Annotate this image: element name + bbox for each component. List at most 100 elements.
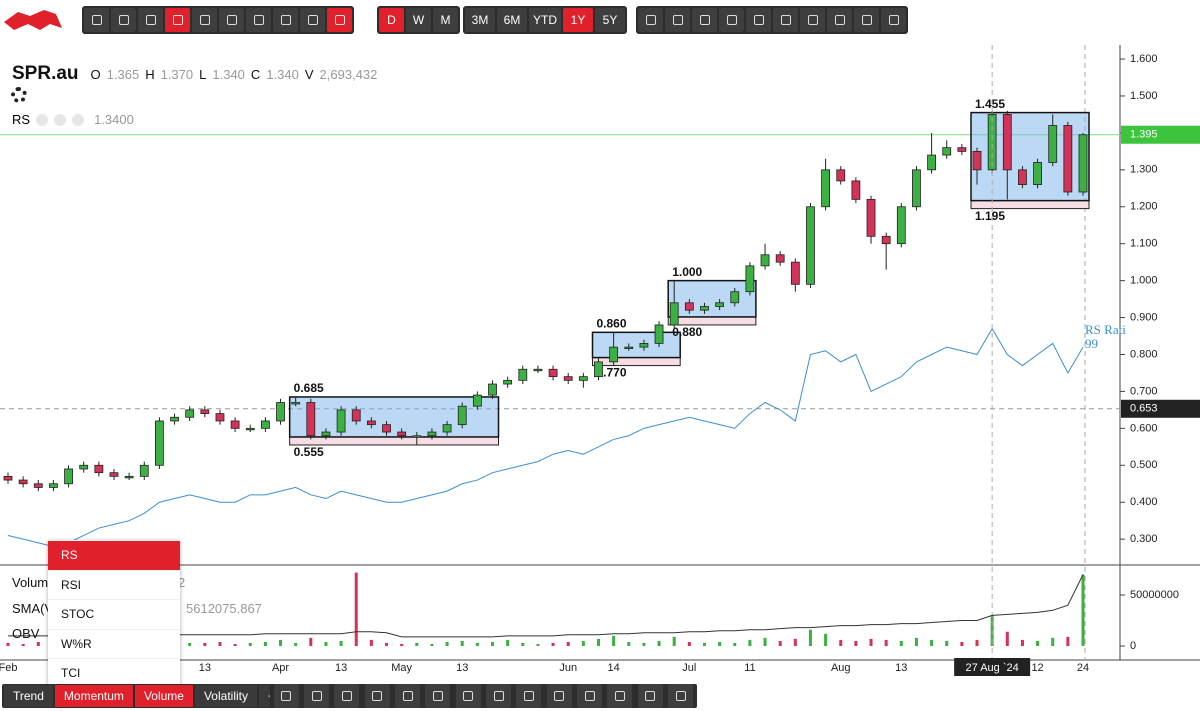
y-tick-label: 0.800 (1130, 348, 1158, 360)
x-tick-label: 13 (335, 662, 347, 674)
range-button[interactable]: 3M (465, 8, 495, 32)
volume-bar (930, 639, 934, 647)
volume-label: Volum (12, 575, 49, 590)
candle-body (94, 464, 104, 474)
candle-body (700, 306, 709, 311)
ohlc-value: 1.340 (212, 67, 245, 82)
menu-item[interactable]: TCI (48, 658, 180, 688)
candle-body (684, 302, 694, 311)
ohlc-label: V (304, 67, 314, 82)
tool-button[interactable] (746, 8, 771, 32)
interval-toolbar: D W M (377, 6, 460, 34)
draw-tool[interactable] (607, 684, 633, 708)
draw-tool[interactable] (637, 684, 663, 708)
range-toolbar: 3M 6M YTD 1Y 5Y (463, 6, 627, 34)
tool-button[interactable] (192, 8, 217, 32)
y-tick-label: 0.600 (1130, 422, 1158, 434)
volume-bar (1005, 631, 1009, 647)
tab[interactable]: Volume (134, 685, 193, 707)
interval-button[interactable]: W (406, 8, 431, 32)
tool-button[interactable] (84, 8, 109, 32)
tool-button[interactable] (219, 8, 244, 32)
tool-button[interactable] (327, 8, 352, 32)
candle-body (1063, 125, 1073, 193)
candle-body (775, 254, 785, 263)
ohlc-value: 1.365 (106, 67, 140, 82)
menu-item[interactable]: STOC (48, 599, 180, 629)
tool-button[interactable] (138, 8, 163, 32)
volume-bar (460, 640, 464, 647)
eye-icon[interactable] (36, 113, 49, 126)
rs-line (7, 327, 1084, 548)
draw-tool[interactable] (668, 684, 694, 708)
rs-value-label: 99 (1085, 336, 1098, 351)
draw-tool[interactable] (334, 684, 360, 708)
y-tick-label: 1.100 (1130, 238, 1158, 250)
settings-icon[interactable] (11, 87, 27, 103)
ohlc-label: L (199, 67, 207, 82)
y-tick-label: 1.300 (1130, 164, 1158, 176)
candle-body (336, 409, 346, 433)
range-button[interactable]: 5Y (595, 8, 625, 32)
tool-button[interactable] (665, 8, 690, 32)
range-button[interactable]: 6M (497, 8, 527, 32)
crosshair-date-box (954, 658, 1031, 676)
range-top-label: 1.000 (672, 265, 702, 279)
volume-bar (385, 642, 389, 647)
candle-body (654, 324, 664, 344)
draw-tool[interactable] (395, 684, 421, 708)
menu-item[interactable]: W%R (48, 628, 180, 659)
draw-tool[interactable] (425, 684, 451, 708)
tool-button[interactable] (300, 8, 325, 32)
candle-body (124, 475, 134, 479)
range-bottom-label: 0.555 (294, 445, 324, 459)
draw-tool[interactable] (273, 684, 299, 708)
indicator-value: 1.3400 (94, 112, 134, 127)
draw-tool[interactable] (546, 684, 572, 708)
volume-bar (945, 640, 949, 647)
close-icon[interactable] (72, 113, 85, 126)
volume-bar (445, 641, 449, 647)
indicator-legend: RS 1.3400 (12, 112, 134, 127)
interval-button[interactable]: M (433, 8, 458, 32)
draw-tool[interactable] (486, 684, 512, 708)
draw-tool[interactable] (304, 684, 330, 708)
tool-button[interactable] (111, 8, 136, 32)
volume-bar (279, 639, 283, 647)
volume-bar (808, 629, 812, 647)
tool-button[interactable] (719, 8, 744, 32)
interval-button[interactable]: D (379, 8, 404, 32)
range-button[interactable]: YTD (529, 8, 561, 32)
range-box (667, 279, 757, 318)
range-button[interactable]: 1Y (563, 8, 593, 32)
range-top-label: 0.685 (294, 381, 324, 395)
tool-button[interactable] (165, 8, 190, 32)
candle-body (730, 291, 740, 304)
candle-body (745, 265, 755, 293)
tool-button[interactable] (692, 8, 717, 32)
draw-tool[interactable] (577, 684, 603, 708)
menu-item[interactable]: RSI (48, 569, 180, 600)
tool-button[interactable] (827, 8, 852, 32)
tool-button[interactable] (246, 8, 271, 32)
draw-tool[interactable] (455, 684, 481, 708)
volume-tick-label: 0 (1130, 640, 1136, 652)
tool-button[interactable] (854, 8, 879, 32)
volume-bar (702, 642, 706, 647)
tab[interactable]: Momentum (54, 685, 133, 707)
tool-button[interactable] (638, 8, 663, 32)
x-tick-label: 12 (1031, 662, 1043, 674)
range-box-band (970, 200, 1090, 210)
tool-button[interactable] (773, 8, 798, 32)
draw-tool[interactable] (364, 684, 390, 708)
tab[interactable]: Trend (4, 685, 53, 707)
tool-button[interactable] (881, 8, 906, 32)
tool-button[interactable] (273, 8, 298, 32)
tab[interactable]: Volatility (194, 685, 257, 707)
settings-icon[interactable] (54, 113, 67, 126)
candle-body (881, 235, 891, 245)
tool-button[interactable] (800, 8, 825, 32)
menu-item[interactable]: RS (48, 540, 180, 570)
draw-tool[interactable] (516, 684, 542, 708)
volume-bar (294, 642, 298, 647)
